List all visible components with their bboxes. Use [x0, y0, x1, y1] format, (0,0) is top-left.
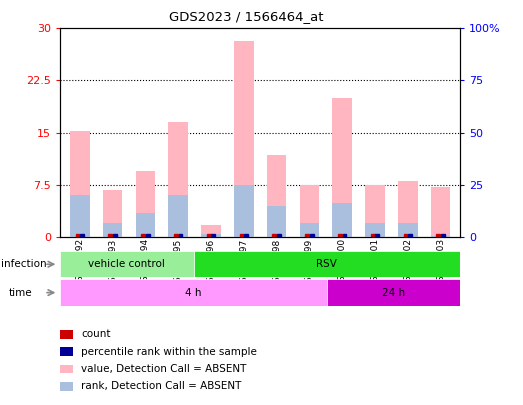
- Text: vehicle control: vehicle control: [88, 259, 165, 269]
- Bar: [408, 234, 412, 237]
- Bar: [60, 251, 194, 277]
- Text: time: time: [8, 288, 32, 298]
- Bar: [135, 213, 155, 237]
- Bar: [277, 234, 281, 237]
- Bar: [327, 279, 460, 306]
- Bar: [431, 187, 450, 237]
- Bar: [431, 236, 450, 237]
- Bar: [234, 41, 254, 237]
- Bar: [310, 234, 314, 237]
- Bar: [343, 234, 346, 237]
- Bar: [371, 234, 374, 237]
- Bar: [365, 185, 385, 237]
- Bar: [168, 195, 188, 237]
- Bar: [332, 98, 352, 237]
- Text: RSV: RSV: [316, 259, 337, 269]
- Bar: [376, 234, 379, 237]
- Bar: [338, 234, 342, 237]
- Text: infection: infection: [1, 259, 47, 269]
- Bar: [404, 234, 407, 237]
- Bar: [178, 234, 183, 237]
- Bar: [267, 206, 287, 237]
- Bar: [398, 224, 417, 237]
- Text: count: count: [81, 329, 110, 339]
- Bar: [75, 234, 79, 237]
- Bar: [207, 234, 211, 237]
- Bar: [211, 234, 215, 237]
- Bar: [168, 122, 188, 237]
- Bar: [305, 234, 309, 237]
- Bar: [70, 195, 89, 237]
- Bar: [244, 234, 248, 237]
- Bar: [234, 185, 254, 237]
- Text: 4 h: 4 h: [185, 288, 202, 298]
- Bar: [398, 181, 417, 237]
- Bar: [441, 234, 445, 237]
- Bar: [240, 234, 244, 237]
- Bar: [80, 234, 84, 237]
- Text: GDS2023 / 1566464_at: GDS2023 / 1566464_at: [168, 10, 323, 23]
- Bar: [201, 234, 221, 237]
- Bar: [135, 171, 155, 237]
- Bar: [201, 225, 221, 237]
- Bar: [300, 224, 319, 237]
- Bar: [103, 190, 122, 237]
- Bar: [194, 251, 460, 277]
- Bar: [70, 130, 89, 237]
- Bar: [146, 234, 150, 237]
- Bar: [174, 234, 178, 237]
- Bar: [113, 234, 117, 237]
- Bar: [108, 234, 112, 237]
- Bar: [365, 224, 385, 237]
- Bar: [60, 279, 327, 306]
- Bar: [332, 202, 352, 237]
- Bar: [103, 224, 122, 237]
- Bar: [436, 234, 440, 237]
- Text: value, Detection Call = ABSENT: value, Detection Call = ABSENT: [81, 364, 246, 374]
- Bar: [267, 155, 287, 237]
- Text: rank, Detection Call = ABSENT: rank, Detection Call = ABSENT: [81, 382, 242, 391]
- Bar: [300, 185, 319, 237]
- Text: percentile rank within the sample: percentile rank within the sample: [81, 347, 257, 356]
- Bar: [141, 234, 145, 237]
- Bar: [272, 234, 276, 237]
- Text: 24 h: 24 h: [382, 288, 405, 298]
